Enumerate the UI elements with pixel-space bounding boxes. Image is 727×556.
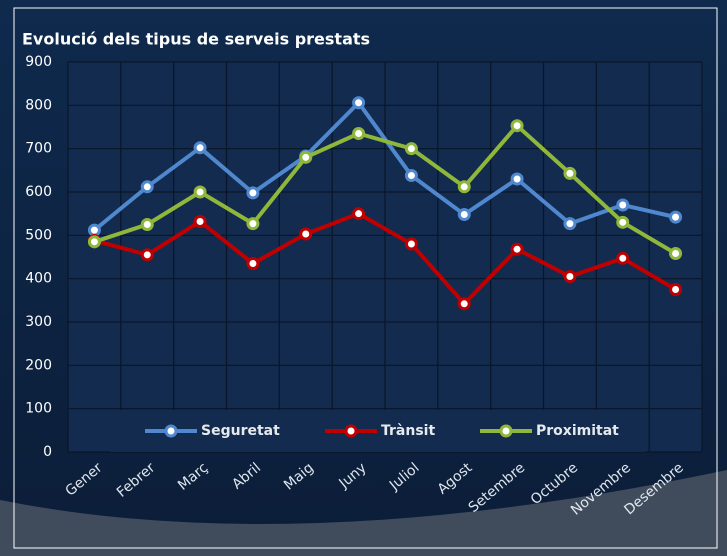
point-marker: [193, 185, 207, 199]
point-marker: [404, 169, 418, 183]
point-marker: [140, 248, 154, 262]
y-tick-label: 100: [25, 401, 52, 417]
point-marker: [193, 141, 207, 155]
point-marker: [404, 142, 418, 156]
point-marker: [457, 180, 471, 194]
point-marker: [510, 172, 524, 186]
point-marker: [87, 235, 101, 249]
point-marker: [669, 247, 683, 261]
y-tick-label: 700: [25, 141, 52, 157]
point-marker: [510, 119, 524, 133]
point-marker: [140, 180, 154, 194]
y-tick-label: 900: [25, 54, 52, 70]
decor-curve: [0, 470, 727, 556]
y-tick-label: 800: [25, 97, 52, 113]
point-marker: [563, 166, 577, 180]
lines: [87, 96, 683, 311]
point-marker: [246, 217, 260, 231]
point-marker: [616, 215, 630, 229]
point-marker: [352, 96, 366, 110]
legend-marker: [499, 424, 513, 438]
point-marker: [352, 207, 366, 221]
point-marker: [457, 297, 471, 311]
legend: Seguretat Trànsit Proximitat: [110, 410, 645, 452]
point-marker: [246, 257, 260, 270]
legend-box: [110, 410, 645, 452]
point-marker: [246, 186, 260, 200]
point-marker: [140, 218, 154, 231]
y-tick-label: 600: [25, 184, 52, 200]
y-tick-label: 500: [25, 227, 52, 243]
legend-marker: [164, 424, 178, 438]
point-marker: [616, 251, 630, 265]
point-marker: [669, 283, 683, 296]
point-marker: [563, 217, 577, 231]
point-marker: [669, 210, 683, 224]
point-marker: [510, 242, 524, 256]
y-tick-label: 0: [43, 444, 52, 460]
point-marker: [299, 150, 313, 164]
point-marker: [299, 227, 313, 241]
chart-title: Evolució dels tipus de serveis prestats: [22, 30, 370, 49]
y-tick-label: 400: [25, 271, 52, 287]
point-marker: [563, 270, 577, 283]
legend-label: Proximitat: [536, 423, 619, 439]
y-tick-label: 300: [25, 314, 52, 330]
legend-marker: [344, 424, 358, 438]
series-line: [93, 211, 677, 306]
point-marker: [616, 198, 630, 212]
point-marker: [193, 214, 207, 228]
legend-label: Seguretat: [201, 423, 280, 439]
legend-label: Trànsit: [381, 423, 435, 439]
frame: [13, 7, 718, 549]
point-marker: [457, 208, 471, 222]
y-tick-label: 200: [25, 357, 52, 373]
point-marker: [352, 127, 366, 140]
point-marker: [404, 237, 418, 251]
series-line: [93, 123, 677, 256]
point-marker: [87, 223, 101, 237]
